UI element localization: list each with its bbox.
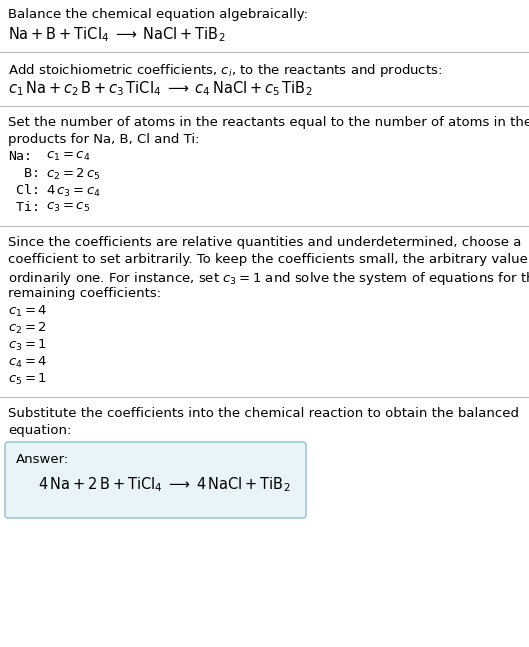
Text: Ti:: Ti: xyxy=(8,201,40,214)
Text: $4\,c_3 = c_4$: $4\,c_3 = c_4$ xyxy=(46,184,101,199)
Text: remaining coefficients:: remaining coefficients: xyxy=(8,287,161,300)
Text: $c_4 = 4$: $c_4 = 4$ xyxy=(8,355,48,370)
Text: Na:: Na: xyxy=(8,150,32,163)
Text: Since the coefficients are relative quantities and underdetermined, choose a: Since the coefficients are relative quan… xyxy=(8,236,522,249)
Text: Answer:: Answer: xyxy=(16,453,69,466)
Text: $\mathrm{Na + B + TiCl_4 \;\longrightarrow\; NaCl + TiB_2}$: $\mathrm{Na + B + TiCl_4 \;\longrightarr… xyxy=(8,25,225,44)
Text: B:: B: xyxy=(8,167,40,180)
Text: equation:: equation: xyxy=(8,424,71,437)
Text: $c_3 = 1$: $c_3 = 1$ xyxy=(8,338,47,353)
Text: products for Na, B, Cl and Ti:: products for Na, B, Cl and Ti: xyxy=(8,133,199,146)
Text: $c_2 = 2\,c_5$: $c_2 = 2\,c_5$ xyxy=(46,167,101,182)
FancyBboxPatch shape xyxy=(5,442,306,518)
Text: ordinarily one. For instance, set $c_3 = 1$ and solve the system of equations fo: ordinarily one. For instance, set $c_3 =… xyxy=(8,270,529,287)
Text: Add stoichiometric coefficients, $c_i$, to the reactants and products:: Add stoichiometric coefficients, $c_i$, … xyxy=(8,62,442,79)
Text: $\mathrm{4\,Na + 2\,B + TiCl_4 \;\longrightarrow\; 4\,NaCl + TiB_2}$: $\mathrm{4\,Na + 2\,B + TiCl_4 \;\longri… xyxy=(38,475,290,494)
Text: Substitute the coefficients into the chemical reaction to obtain the balanced: Substitute the coefficients into the che… xyxy=(8,407,519,420)
Text: $c_1 = c_4$: $c_1 = c_4$ xyxy=(46,150,90,163)
Text: $c_5 = 1$: $c_5 = 1$ xyxy=(8,372,47,387)
Text: Set the number of atoms in the reactants equal to the number of atoms in the: Set the number of atoms in the reactants… xyxy=(8,116,529,129)
Text: coefficient to set arbitrarily. To keep the coefficients small, the arbitrary va: coefficient to set arbitrarily. To keep … xyxy=(8,253,529,266)
Text: $c_2 = 2$: $c_2 = 2$ xyxy=(8,321,47,336)
Text: Cl:: Cl: xyxy=(8,184,40,197)
Text: $c_1 = 4$: $c_1 = 4$ xyxy=(8,304,48,319)
Text: $c_3 = c_5$: $c_3 = c_5$ xyxy=(46,201,90,214)
Text: Balance the chemical equation algebraically:: Balance the chemical equation algebraica… xyxy=(8,8,308,21)
Text: $c_1\,\mathrm{Na} + c_2\,\mathrm{B} + c_3\,\mathrm{TiCl_4} \;\longrightarrow\; c: $c_1\,\mathrm{Na} + c_2\,\mathrm{B} + c_… xyxy=(8,79,313,98)
